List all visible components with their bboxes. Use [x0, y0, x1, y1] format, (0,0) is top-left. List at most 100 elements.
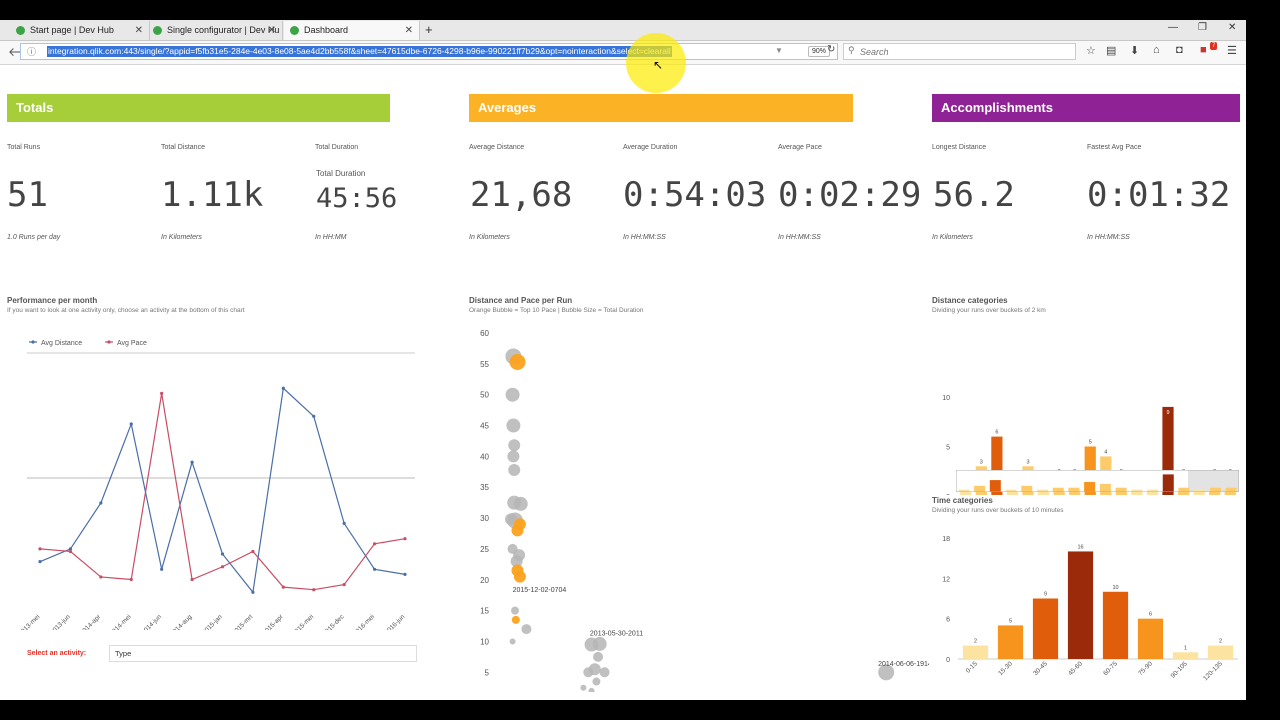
extension-icon[interactable]: ■: [1200, 44, 1207, 56]
x-tick-label: 2013-jun: [49, 613, 72, 630]
info-icon[interactable]: ⓘ: [27, 47, 37, 57]
average-pace-sub: In HH:MM:SS: [778, 234, 821, 241]
data-point: [68, 549, 73, 554]
average-distance-sub: In Kilometers: [469, 234, 510, 241]
x-tick-label: 60-75: [1102, 660, 1119, 677]
distance-categories-chart[interactable]: 051010-232-464-616-838-10110-12212-14214…: [932, 320, 1242, 495]
fastest-pace-value: 0:01:32: [1087, 175, 1231, 215]
x-tick-label: 45-60: [1067, 660, 1084, 677]
run-bubble: [505, 387, 520, 402]
close-icon[interactable]: ✕: [267, 25, 276, 36]
run-bubble: [510, 555, 523, 568]
run-bubble: [580, 684, 587, 691]
search-box[interactable]: ⚲: [843, 43, 1076, 60]
fastest-pace-label: Fastest Avg Pace: [1087, 144, 1142, 151]
total-distance-sub: In Kilometers: [161, 234, 202, 241]
new-tab-button[interactable]: +: [425, 22, 433, 37]
legend-avg-pace: Avg Pace: [117, 340, 147, 347]
total-runs-sub: 1.0 Runs per day: [7, 234, 61, 241]
navigator-bar: [1099, 483, 1111, 492]
run-bubble: [593, 651, 604, 662]
select-activity-label: Select an activity:: [27, 650, 87, 657]
qlik-icon: [153, 26, 162, 36]
data-point: [372, 567, 377, 571]
x-tick-label: 2015-mrt: [231, 613, 254, 630]
activity-select[interactable]: Type: [109, 645, 417, 662]
y-tick-label: 0: [946, 494, 950, 495]
y-tick-label: 5: [946, 445, 950, 452]
total-runs-label: Total Runs: [7, 144, 41, 151]
y-tick-label: 40: [480, 452, 489, 461]
average-pace-label: Average Pace: [778, 144, 822, 151]
y-tick-label: 18: [942, 536, 950, 543]
bar-value-label: 9: [1044, 592, 1047, 598]
bar-value-label: 1: [1184, 645, 1187, 651]
navigator-bar: [1021, 485, 1033, 492]
navigator-bar: [1052, 487, 1064, 492]
url-text[interactable]: integration.qlik.com:443/single/?appid=f…: [47, 46, 672, 57]
y-tick-label: 25: [480, 545, 489, 554]
scatter-subtitle: Orange Bubble = Top 10 Pace | Bubble Siz…: [469, 307, 644, 314]
navigator-bar: [974, 485, 986, 492]
performance-subtitle: If you want to look at one activity only…: [7, 307, 245, 314]
download-icon[interactable]: ⬇: [1130, 45, 1140, 57]
zoom-level[interactable]: 90%: [808, 46, 831, 57]
average-duration-label: Average Duration: [623, 144, 678, 151]
run-annotation: 2013-05-30-2011: [590, 630, 643, 637]
reading-list-icon[interactable]: ▤: [1106, 45, 1117, 57]
tab-single-configurator[interactable]: Single configurator | Dev Hu ✕: [147, 21, 283, 40]
minimize-icon[interactable]: —: [1168, 22, 1178, 33]
x-tick-label: 2014-mei: [109, 613, 133, 630]
total-runs-value: 51: [7, 175, 48, 215]
bookmark-star-icon[interactable]: ☆: [1086, 45, 1096, 57]
tab-dashboard[interactable]: Dashboard ✕: [284, 21, 420, 40]
bar-value-label: 5: [1089, 440, 1092, 446]
tab-start-page[interactable]: Start page | Dev Hub ✕: [10, 21, 150, 40]
y-tick-label: 35: [480, 483, 489, 492]
bar: [1162, 406, 1174, 495]
run-annotation: 2015-12-02-0704: [513, 587, 567, 594]
search-input[interactable]: [860, 45, 1060, 58]
home-icon[interactable]: ⌂: [1153, 44, 1160, 56]
qlik-icon: [16, 26, 25, 36]
bar: [1137, 618, 1164, 659]
distance-range-navigator[interactable]: [956, 470, 1239, 492]
restore-icon[interactable]: ❐: [1198, 22, 1207, 33]
run-bubble: [513, 496, 528, 511]
menu-icon[interactable]: ☰: [1227, 45, 1237, 57]
performance-line-chart[interactable]: Avg Distance Avg Pace 2013-mei 2013-jun 2014…: [7, 320, 422, 630]
search-icon: ⚲: [848, 45, 855, 55]
bar-value-label: 6: [995, 430, 998, 436]
close-icon[interactable]: ✕: [404, 25, 413, 36]
close-icon[interactable]: ✕: [134, 25, 143, 36]
time-categories-chart[interactable]: 06121820-15515-30930-451645-601060-75675…: [932, 518, 1242, 693]
bar: [1067, 551, 1094, 659]
x-tick-label: 2014-apr: [79, 613, 103, 630]
distance-pace-scatter[interactable]: 605550454035302520151050-50:0...0:02:520…: [469, 320, 929, 692]
qlik-icon: [290, 26, 299, 36]
data-point: [281, 585, 285, 589]
total-duration-inner-label: Total Duration: [316, 169, 366, 178]
total-duration-sub: In HH:MM: [315, 234, 347, 241]
x-tick-label: 2013-mei: [17, 613, 41, 630]
navigator-bar: [1131, 489, 1143, 492]
navigator-bar: [1178, 487, 1190, 492]
fastest-pace-sub: In HH:MM:SS: [1087, 234, 1130, 241]
reload-icon[interactable]: ↻: [827, 44, 836, 55]
x-tick-label: 15-30: [997, 660, 1014, 677]
bar-value-label: 10: [1112, 585, 1118, 591]
data-point: [251, 549, 255, 554]
x-tick-label: 2015-jan: [201, 613, 224, 630]
navigator-bar: [1162, 474, 1174, 492]
navigator-bar: [1209, 487, 1221, 492]
bar: [962, 645, 989, 659]
bar-value-label: 4: [1104, 449, 1107, 455]
pocket-icon[interactable]: ◘: [1176, 44, 1183, 56]
window-close-icon[interactable]: ✕: [1228, 22, 1237, 33]
x-tick-label: 30-45: [1032, 660, 1049, 677]
x-tick-label: 0-15: [965, 660, 979, 674]
top-pace-bubble: [509, 353, 526, 370]
totals-header: Totals: [7, 94, 390, 122]
address-bar[interactable]: ⓘ integration.qlik.com:443/single/?appid…: [20, 43, 838, 60]
chevron-down-icon[interactable]: ▼: [775, 46, 783, 55]
